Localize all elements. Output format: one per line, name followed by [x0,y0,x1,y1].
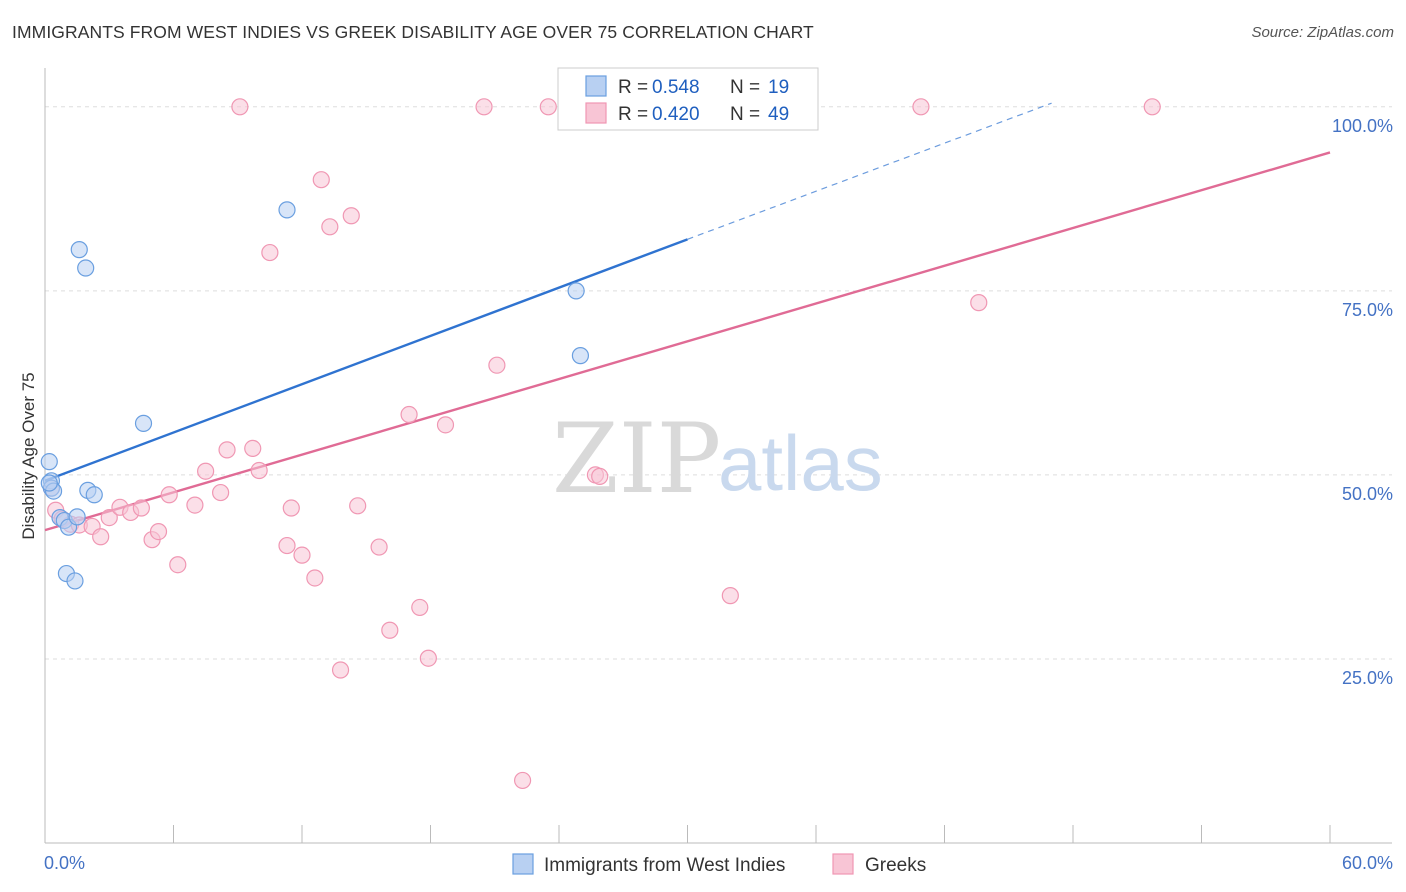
legend-n-value-1: 19 [768,77,789,98]
point-west-indies [278,201,296,219]
point-greeks [436,416,455,434]
point-greeks [250,461,268,480]
legend-swatch-west-indies [585,75,607,97]
legend-swatch-greeks [585,102,607,124]
legend-bottom: Immigrants from West Indies Greeks [512,853,926,876]
x-tick-label: 60.0% [1342,853,1393,873]
point-greeks [212,483,230,502]
point-greeks [475,98,493,116]
point-greeks [160,486,178,504]
point-greeks [400,405,418,424]
point-greeks [169,556,187,574]
legend-n-value-2: 49 [768,104,789,125]
point-west-indies [77,259,95,277]
y-tick-label: 50.0% [1342,484,1393,504]
point-greeks [488,356,506,374]
legend-top: R = 0.548 N = 19 R = 0.420 N = 49 [557,67,819,131]
point-greeks [419,649,437,667]
point-greeks [282,499,300,517]
point-greeks [513,771,532,790]
point-greeks [261,243,279,262]
legend-bottom-label-greeks: Greeks [865,855,926,876]
point-greeks [231,98,249,116]
point-greeks [970,294,988,312]
point-west-indies [70,241,88,259]
point-west-indies [85,486,103,504]
y-tick-label: 75.0% [1342,300,1393,320]
legend-bottom-label-west-indies: Immigrants from West Indies [544,855,785,876]
point-greeks [312,171,330,189]
point-greeks [349,497,367,515]
y-tick-labels: 25.0% 50.0% 75.0% 100.0% [1332,116,1393,688]
legend-r-label-2: R = [618,104,648,125]
point-greeks [331,661,350,679]
trend-line-west-indies [44,238,688,482]
point-west-indies [567,282,585,300]
legend-r-value-1: 0.548 [652,77,700,98]
point-greeks [100,509,118,527]
point-greeks [321,218,339,236]
y-tick-label: 25.0% [1342,668,1393,688]
y-axis-label: Disability Age Over 75 [19,372,38,539]
point-greeks [721,587,739,605]
legend-n-label-2: N = [730,104,760,125]
point-greeks [197,462,215,480]
point-west-indies [134,414,153,432]
point-greeks [591,467,609,485]
trend-line-extension-west-indies [687,102,1052,240]
point-greeks [132,499,150,517]
point-greeks [306,569,324,587]
chart-title: IMMIGRANTS FROM WEST INDIES VS GREEK DIS… [12,22,814,42]
chart-source: Source: ZipAtlas.com [1251,24,1394,41]
grid-lines [45,106,1392,660]
point-west-indies [40,474,58,492]
point-greeks [149,522,168,541]
point-greeks [218,441,236,459]
point-greeks [186,496,204,514]
point-greeks [278,536,296,555]
point-greeks [539,98,557,116]
point-greeks [912,98,930,116]
x-tick-labels: 0.0% 60.0% [44,853,1393,873]
point-west-indies [40,453,58,471]
point-greeks [244,439,262,458]
x-tick-label: 0.0% [44,853,85,873]
legend-bottom-swatch-west-indies [512,853,534,875]
legend-r-label-1: R = [618,77,648,98]
y-tick-label: 100.0% [1332,116,1393,136]
legend-n-label-1: N = [730,77,760,98]
legend-bottom-swatch-greeks [832,853,854,875]
point-greeks [381,621,399,639]
point-greeks [92,528,110,546]
data-points [40,98,1161,790]
point-west-indies [68,508,86,526]
point-greeks [1143,98,1161,116]
point-greeks [293,546,311,564]
legend-r-value-2: 0.420 [652,104,700,125]
point-greeks [342,207,360,225]
point-greeks [370,538,388,556]
point-west-indies [66,572,84,590]
watermark-zip: ZIP [552,403,721,515]
point-west-indies [571,347,590,365]
watermark-atlas: atlas [718,419,883,507]
point-greeks [411,598,429,617]
